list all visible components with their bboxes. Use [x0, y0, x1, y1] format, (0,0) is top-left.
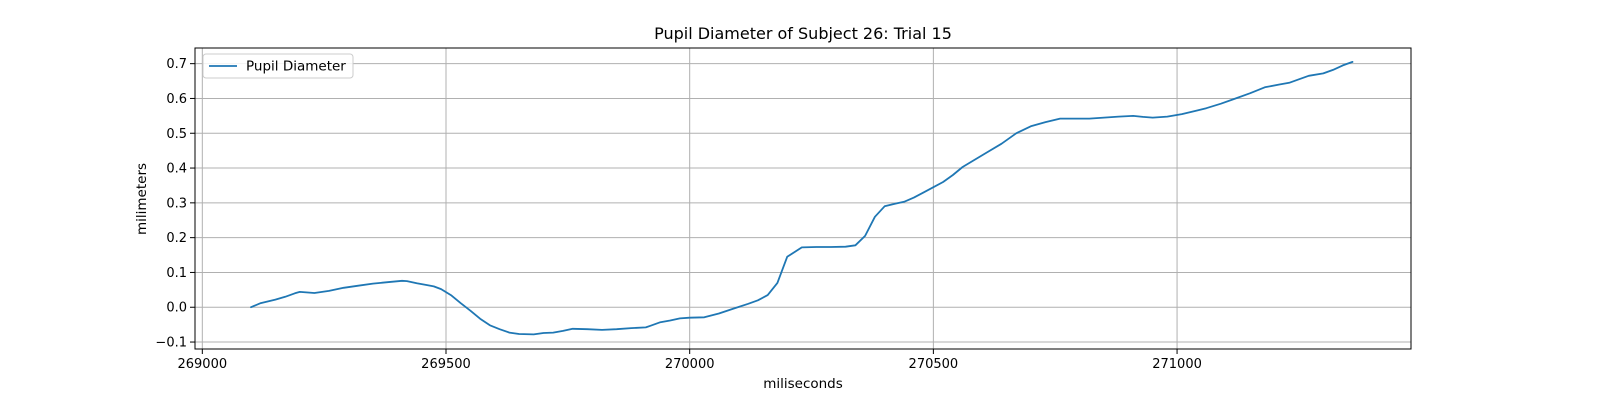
- x-tick-label: 271000: [1152, 357, 1202, 372]
- y-tick-label: 0.6: [166, 92, 187, 107]
- y-tick-label: 0.7: [166, 57, 187, 72]
- x-tick-label: 270000: [665, 357, 715, 372]
- x-tick-label: 269500: [421, 357, 471, 372]
- y-tick-label: 0.3: [166, 196, 187, 211]
- legend: Pupil Diameter: [202, 53, 354, 79]
- legend-label: Pupil Diameter: [246, 59, 346, 75]
- x-axis-label: miliseconds: [763, 376, 843, 392]
- grid-lines: [195, 48, 1411, 349]
- x-tick-label: 269000: [177, 357, 227, 372]
- y-axis-label: milimeters: [134, 163, 150, 235]
- y-tick-label: 0.1: [166, 266, 187, 281]
- y-tick-label: 0.5: [166, 127, 187, 142]
- y-tick-label: 0.4: [166, 162, 187, 177]
- y-tick-label: 0.2: [166, 231, 187, 246]
- axes-frame: [194, 47, 1412, 350]
- series-layer: [250, 61, 1354, 336]
- y-tick-label: −0.1: [155, 336, 187, 351]
- chart-title: Pupil Diameter of Subject 26: Trial 15: [654, 24, 952, 43]
- x-tick-label: 270500: [909, 357, 959, 372]
- legend-box: [202, 53, 354, 79]
- y-tick-label: 0.0: [166, 301, 187, 316]
- series-line-pupil-diameter: [250, 61, 1354, 336]
- tick-layer: 269000 269500 270000 270500 271000 −0.1 0.0 0.1…: [155, 57, 1201, 372]
